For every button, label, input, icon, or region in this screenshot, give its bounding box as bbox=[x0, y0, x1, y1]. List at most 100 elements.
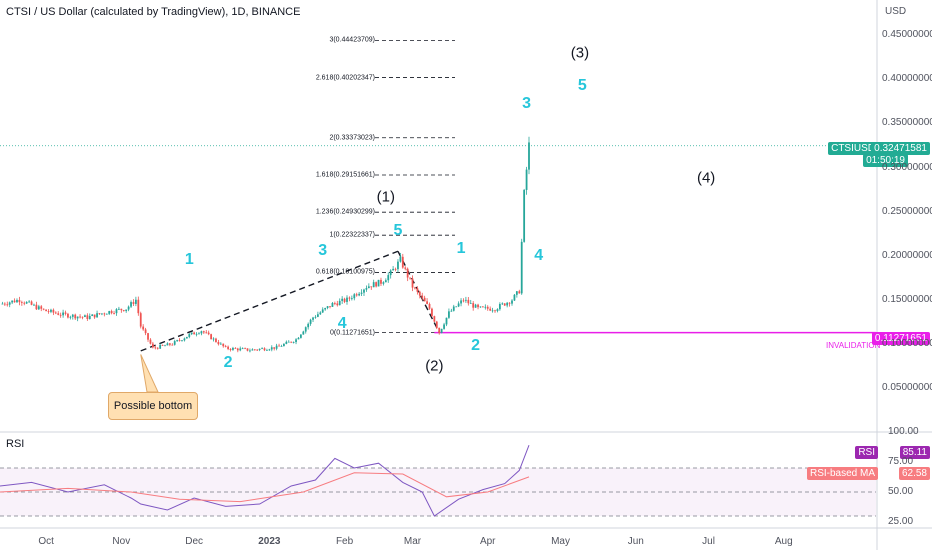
candle-body bbox=[59, 314, 62, 316]
candle-body bbox=[166, 343, 169, 346]
candle-body bbox=[380, 279, 382, 284]
rsi-ma-line bbox=[0, 472, 530, 503]
candle-body bbox=[35, 304, 38, 310]
candle-body bbox=[355, 294, 358, 296]
candle-body bbox=[232, 347, 234, 350]
candle-body bbox=[375, 282, 378, 287]
invalidation-label: INVALIDATION bbox=[826, 341, 881, 350]
candle-body bbox=[69, 316, 72, 318]
candle-body bbox=[273, 347, 276, 349]
candle-body bbox=[506, 302, 509, 306]
candle-body bbox=[450, 310, 453, 312]
candle-body bbox=[154, 347, 157, 349]
candle-body bbox=[81, 316, 84, 318]
candle-body bbox=[30, 301, 33, 305]
price-tick-label-8: 0.05000000 bbox=[882, 381, 932, 393]
candle-body bbox=[25, 302, 28, 304]
wave-label-5: (1) bbox=[376, 188, 395, 206]
candle-body bbox=[142, 326, 145, 330]
candle-body bbox=[239, 348, 242, 351]
candle-body bbox=[513, 294, 516, 301]
candle-body bbox=[11, 300, 14, 303]
candle-body bbox=[215, 338, 217, 343]
candle-body bbox=[96, 313, 98, 318]
candle-body bbox=[316, 314, 319, 317]
candle-body bbox=[98, 313, 101, 315]
candle-body bbox=[438, 327, 441, 334]
candle-body bbox=[37, 306, 40, 310]
candle-body bbox=[18, 299, 21, 303]
candle-body bbox=[377, 279, 380, 287]
candle-body bbox=[479, 306, 482, 308]
candle-body bbox=[321, 309, 324, 313]
candle-body bbox=[28, 301, 31, 303]
candle-body bbox=[304, 327, 307, 332]
candle-body bbox=[486, 306, 489, 309]
rsi-tick-label-0: 100.00 bbox=[888, 426, 919, 437]
candle-body bbox=[515, 291, 518, 295]
time-tick-label-7: May bbox=[551, 536, 570, 547]
candle-body bbox=[465, 299, 467, 301]
candle-body bbox=[481, 306, 484, 308]
candle-body bbox=[283, 343, 285, 347]
candle-body bbox=[525, 169, 528, 190]
rsi-tick-label-3: 25.00 bbox=[888, 516, 914, 527]
candle-body bbox=[278, 345, 280, 347]
time-tick-label-10: Aug bbox=[774, 536, 793, 547]
wave-label-2: 3 bbox=[318, 242, 328, 260]
candle-body bbox=[3, 303, 6, 305]
candle-body bbox=[173, 341, 176, 345]
candle-body bbox=[244, 348, 246, 350]
candle-body bbox=[297, 337, 300, 340]
candle-body bbox=[134, 299, 137, 304]
time-tick-label-1: Nov bbox=[112, 536, 131, 547]
candle-body bbox=[249, 350, 251, 352]
chart-title: CTSI / US Dollar (calculated by TradingV… bbox=[6, 6, 301, 18]
candle-body bbox=[350, 298, 353, 300]
candle-body bbox=[367, 286, 370, 289]
candle-body bbox=[222, 343, 225, 347]
price-tick-label-2: 0.35000000 bbox=[882, 117, 932, 129]
candle-body bbox=[411, 278, 414, 288]
candle-body bbox=[443, 324, 445, 329]
rsi-ma-value-tag: 62.58 bbox=[898, 467, 930, 480]
time-tick-label-5: Mar bbox=[403, 536, 422, 547]
candle-body bbox=[16, 299, 18, 303]
candle-body bbox=[205, 332, 208, 334]
candle-body bbox=[137, 299, 140, 314]
candle-body bbox=[195, 333, 198, 335]
candle-body bbox=[496, 309, 499, 312]
candle-body bbox=[101, 313, 103, 315]
candle-body bbox=[382, 282, 385, 284]
candle-body bbox=[314, 316, 317, 318]
candle-body bbox=[76, 316, 79, 319]
candle-body bbox=[168, 343, 171, 345]
candle-body bbox=[151, 343, 154, 348]
candle-body bbox=[42, 308, 45, 310]
wave-label-12: (3) bbox=[570, 44, 590, 62]
candle-body bbox=[472, 303, 475, 308]
possible-bottom-callout: Possible bottom bbox=[108, 392, 198, 420]
candle-body bbox=[118, 308, 120, 310]
candle-body bbox=[460, 300, 462, 304]
candle-body bbox=[333, 303, 336, 304]
candle-body bbox=[251, 349, 254, 351]
time-tick-label-4: Feb bbox=[335, 536, 354, 547]
candle-body bbox=[122, 310, 125, 312]
rsi-value-tag: 85.11 bbox=[899, 446, 930, 459]
candle-body bbox=[229, 348, 232, 350]
wave-label-6: (2) bbox=[425, 357, 444, 375]
candle-body bbox=[125, 309, 128, 312]
candle-body bbox=[113, 313, 115, 314]
candle-body bbox=[236, 348, 239, 351]
candle-body bbox=[120, 308, 123, 311]
candle-body bbox=[74, 314, 77, 319]
candle-body bbox=[200, 331, 203, 334]
candle-body bbox=[423, 297, 426, 302]
candle-body bbox=[23, 302, 26, 304]
candle-body bbox=[508, 302, 511, 304]
candle-body bbox=[397, 261, 399, 270]
candle-body bbox=[341, 298, 344, 301]
candle-body bbox=[387, 275, 390, 281]
